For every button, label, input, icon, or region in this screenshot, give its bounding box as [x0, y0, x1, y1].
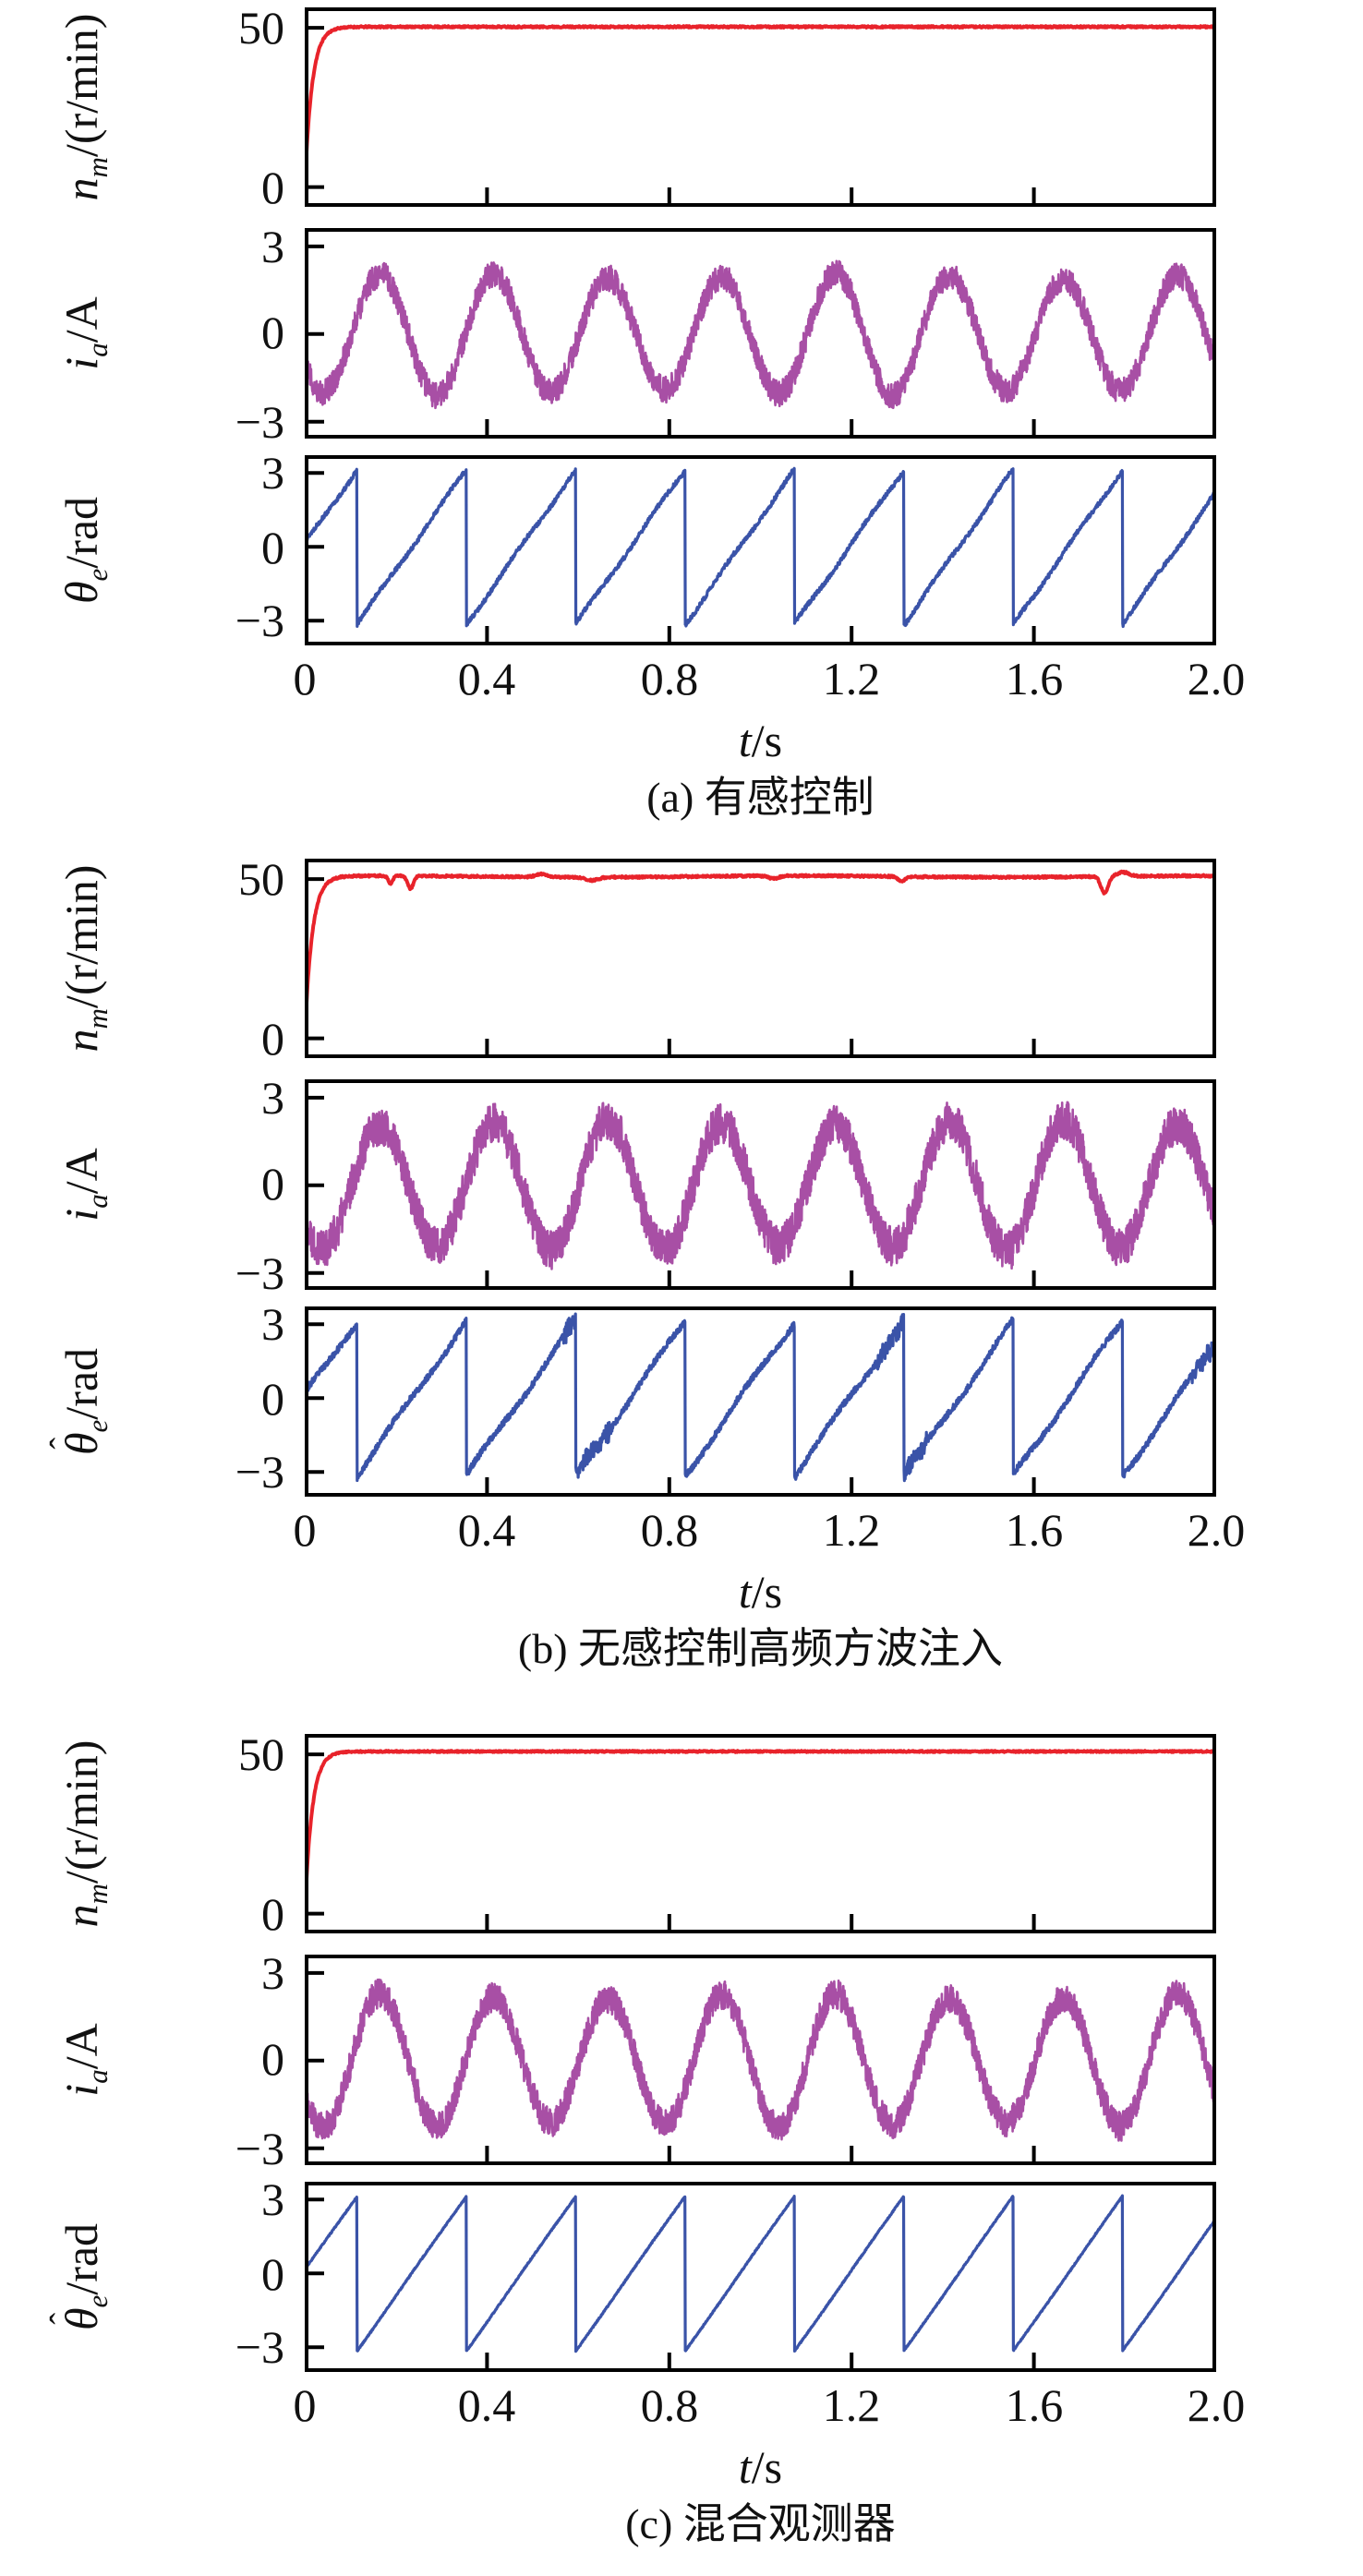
x-tick: 0.8 [640, 653, 699, 704]
y-axis-label-current: ia/A [55, 2023, 114, 2097]
angle-plot [305, 1306, 1216, 1497]
angle-plot [305, 2182, 1216, 2372]
y-tick: 3 [261, 1298, 284, 1350]
panel-caption: (b) 无感控制高频方波注入 [517, 1625, 1004, 1672]
y-tick-labels-speed: 50 0 [129, 1728, 294, 1940]
y-tick: 0 [261, 522, 284, 573]
y-tick: −3 [235, 1247, 284, 1299]
panel-a: nm/(r/min) 50 0 ia/A 3 0 −3 θe/rad 3 0 −… [0, 2, 1363, 829]
panel-caption: (c) 混合观测器 [625, 2500, 896, 2547]
angle-plot [305, 455, 1216, 645]
current-plot [305, 228, 1216, 439]
y-axis-label-speed: nm/(r/min) [55, 864, 114, 1053]
x-tick: 1.2 [822, 653, 881, 704]
x-tick: 0 [293, 653, 317, 704]
y-tick: 50 [238, 853, 284, 905]
x-axis-label: t/s [738, 2441, 783, 2493]
y-tick-labels-speed: 50 0 [129, 853, 294, 1065]
panel-caption: (a) 有感控制 [646, 774, 874, 821]
x-tick: 0.8 [640, 2379, 699, 2431]
x-tick: 2.0 [1187, 1504, 1246, 1556]
x-tick: 0.4 [457, 1504, 516, 1556]
y-tick: 3 [261, 447, 284, 499]
hat-accent: ˆ [42, 2312, 83, 2325]
x-tick: 1.6 [1005, 1504, 1064, 1556]
x-tick-labels: 0 0.4 0.8 1.2 1.6 2.0 [0, 653, 1363, 704]
x-tick: 1.6 [1005, 653, 1064, 704]
x-tick-labels: 0 0.4 0.8 1.2 1.6 2.0 [0, 2379, 1363, 2431]
y-tick: 0 [261, 2033, 284, 2085]
y-tick: 3 [261, 221, 284, 272]
speed-plot [305, 1734, 1216, 1933]
y-axis-label-angle: ˆ θe/rad [42, 2222, 114, 2331]
y-tick-labels-angle: 3 0 −3 [129, 447, 294, 646]
panel-c: nm/(r/min) 50 0 ia/A 3 0 −3 ˆ θe/rad 3 0 … [0, 1728, 1363, 2556]
y-axis-label-speed: nm/(r/min) [55, 13, 114, 201]
x-tick: 1.6 [1005, 2379, 1064, 2431]
x-tick: 1.2 [822, 1504, 881, 1556]
panel-b: nm/(r/min) 50 0 ia/A 3 0 −3 ˆ θe/rad 3 0 … [0, 853, 1363, 1680]
y-tick: 0 [261, 1373, 284, 1425]
y-tick: 3 [261, 2173, 284, 2225]
x-axis-label: t/s [738, 715, 783, 766]
y-tick-labels-current: 3 0 −3 [129, 1947, 294, 2174]
x-tick-labels: 0 0.4 0.8 1.2 1.6 2.0 [0, 1504, 1363, 1556]
x-tick: 2.0 [1187, 2379, 1246, 2431]
current-plot [305, 1079, 1216, 1290]
y-tick: 0 [261, 2248, 284, 2300]
y-tick: 0 [261, 162, 284, 213]
y-tick: −3 [235, 595, 284, 646]
speed-plot [305, 859, 1216, 1058]
y-tick-labels-angle: 3 0 −3 [129, 2173, 294, 2373]
y-tick: −3 [235, 2321, 284, 2373]
y-axis-label-current: ia/A [55, 296, 114, 370]
x-tick: 0.4 [457, 2379, 516, 2431]
y-tick: 0 [261, 1013, 284, 1065]
y-tick-labels-angle: 3 0 −3 [129, 1298, 294, 1498]
speed-plot [305, 7, 1216, 207]
x-tick: 0 [293, 2379, 317, 2431]
x-tick: 1.2 [822, 2379, 881, 2431]
y-tick: 3 [261, 1947, 284, 1999]
y-axis-label-current: ia/A [55, 1148, 114, 1222]
y-tick: 0 [261, 1158, 284, 1210]
y-tick-labels-current: 3 0 −3 [129, 221, 294, 448]
y-tick: 50 [238, 2, 284, 54]
y-tick: −3 [235, 396, 284, 448]
y-tick: −3 [235, 2123, 284, 2174]
x-tick: 0.8 [640, 1504, 699, 1556]
y-axis-label-angle: ˆ θe/rad [42, 1347, 114, 1456]
x-tick: 0 [293, 1504, 317, 1556]
hat-accent: ˆ [42, 1437, 83, 1450]
y-axis-label-angle: θe/rad [55, 496, 114, 605]
x-axis-label: t/s [738, 1566, 783, 1618]
y-tick: 50 [238, 1728, 284, 1780]
y-tick: −3 [235, 1446, 284, 1498]
y-tick-labels-speed: 50 0 [129, 2, 294, 213]
y-axis-label-speed: nm/(r/min) [55, 1739, 114, 1928]
y-tick-labels-current: 3 0 −3 [129, 1072, 294, 1299]
y-tick: 0 [261, 1888, 284, 1940]
x-tick: 2.0 [1187, 653, 1246, 704]
y-tick: 3 [261, 1072, 284, 1124]
current-plot [305, 1955, 1216, 2165]
y-tick: 0 [261, 307, 284, 358]
x-tick: 0.4 [457, 653, 516, 704]
